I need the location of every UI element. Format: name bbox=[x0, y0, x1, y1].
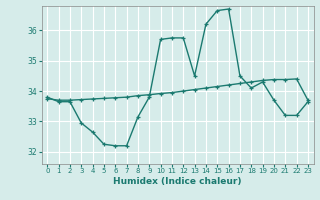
X-axis label: Humidex (Indice chaleur): Humidex (Indice chaleur) bbox=[113, 177, 242, 186]
